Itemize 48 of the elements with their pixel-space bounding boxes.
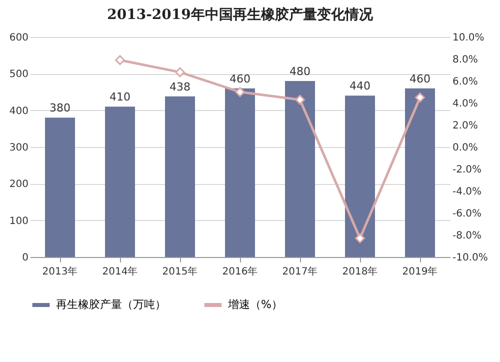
data-label: 438 xyxy=(170,80,190,94)
y-tick-label: 200 xyxy=(9,179,28,190)
x-tick-label: 2015年 xyxy=(162,266,198,278)
y2-tick-label: 8.0% xyxy=(452,54,478,66)
y2-tick-label: 2.0% xyxy=(452,120,478,132)
legend-label: 再生橡胶产量（万吨） xyxy=(56,298,166,311)
bar xyxy=(345,96,375,257)
bar xyxy=(45,118,75,257)
x-tick-label: 2018年 xyxy=(342,266,378,278)
y2-tick-label: 10.0% xyxy=(452,32,484,44)
bar xyxy=(105,106,135,257)
chart-title: 2013-2019年中国再生橡胶产量变化情况 xyxy=(107,6,374,23)
data-label: 480 xyxy=(290,65,310,78)
point xyxy=(115,55,125,66)
y2-tick-label: -2.0% xyxy=(452,164,482,176)
x-tick-label: 2016年 xyxy=(222,266,258,278)
y2-tick-label: 0.0% xyxy=(452,142,478,154)
data-label: 380 xyxy=(50,102,70,115)
point xyxy=(235,87,245,97)
y2-tick-label: 6.0% xyxy=(452,76,478,88)
y2-tick-label: 4.0% xyxy=(452,98,478,110)
y-tick-label: 500 xyxy=(9,69,28,80)
data-label: 460 xyxy=(230,72,250,86)
x-tick-label: 2013年 xyxy=(42,266,78,278)
point xyxy=(355,233,365,244)
bar xyxy=(285,81,315,257)
data-label: 460 xyxy=(410,72,430,86)
y2-tick-label: -6.0% xyxy=(452,208,482,220)
y-tick-label: 600 xyxy=(9,32,28,44)
y-tick-label: 100 xyxy=(9,216,28,227)
x-tick-label: 2017年 xyxy=(282,266,318,278)
y2-tick-label: -4.0% xyxy=(452,186,482,198)
data-label: 440 xyxy=(350,80,370,93)
bar xyxy=(225,88,255,257)
data-label: 410 xyxy=(110,90,130,104)
point xyxy=(415,92,425,102)
y-tick-label: 300 xyxy=(9,142,28,154)
x-tick-label: 2014年 xyxy=(102,266,138,278)
y-tick-label: 0 xyxy=(22,252,28,264)
bar xyxy=(165,96,195,257)
point xyxy=(175,67,185,78)
y2-tick-label: -8.0% xyxy=(452,230,482,242)
legend-label: 增速（%） xyxy=(227,298,282,311)
bar xyxy=(405,88,435,257)
point xyxy=(295,94,305,105)
y2-tick-label: -10.0% xyxy=(452,252,488,264)
y-tick-label: 400 xyxy=(9,106,28,117)
x-tick-label: 2019年 xyxy=(402,266,438,278)
